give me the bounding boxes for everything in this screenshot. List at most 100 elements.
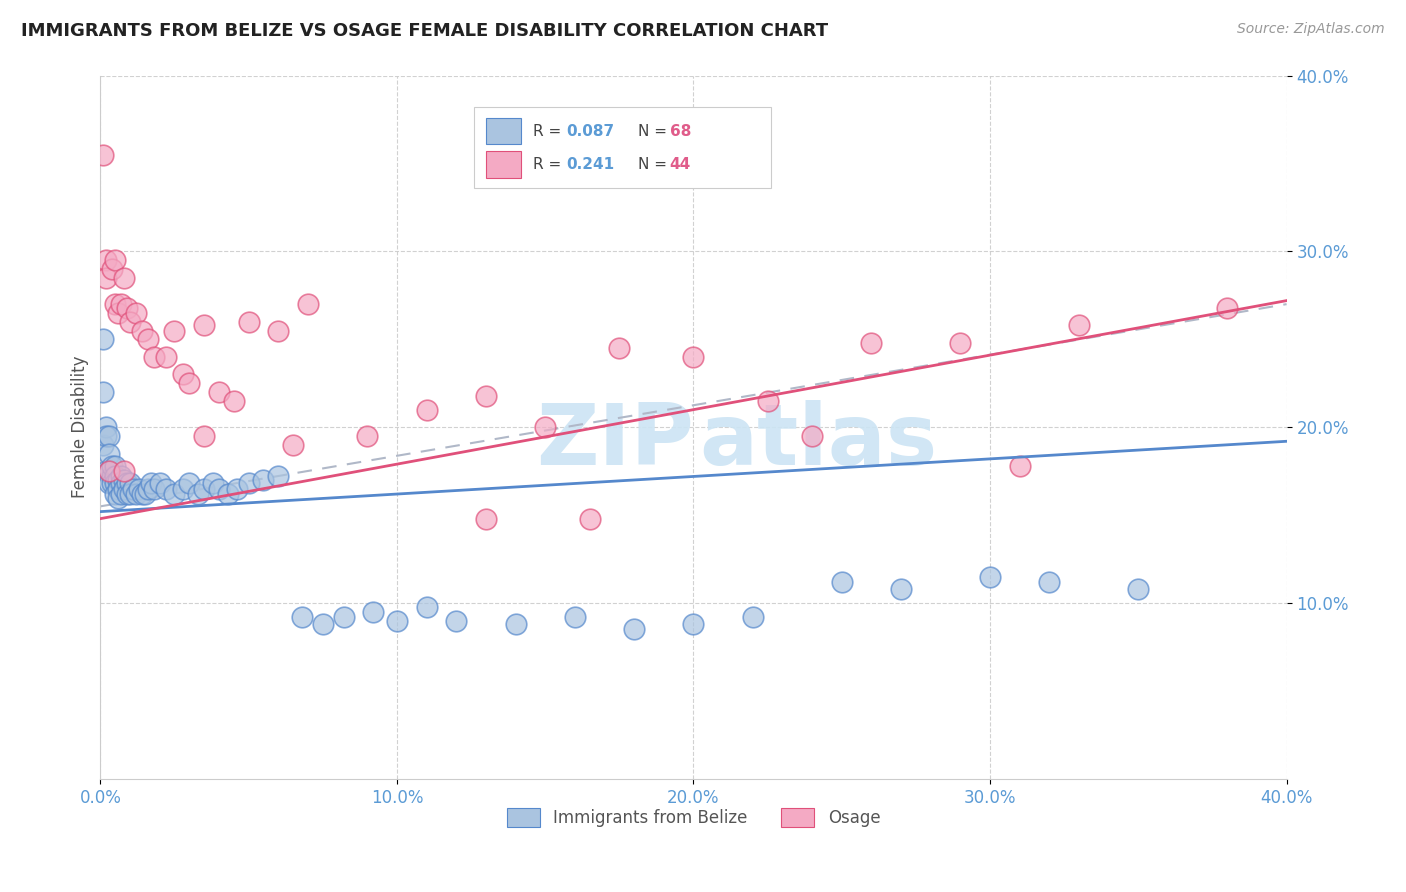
FancyBboxPatch shape [474,107,770,188]
Point [361,605,384,619]
Point [415,599,437,614]
Point [98,464,121,478]
Point [136,482,159,496]
Point [831,574,853,589]
Point [297,297,319,311]
Point [91,385,114,400]
FancyBboxPatch shape [486,152,522,178]
Point [149,476,172,491]
Point [163,324,186,338]
Point [949,335,972,350]
Point [131,324,153,338]
Point [110,487,132,501]
Point [1038,574,1060,589]
Point [578,511,600,525]
Point [112,473,135,487]
Y-axis label: Female Disability: Female Disability [72,356,89,499]
Point [112,270,135,285]
Point [217,487,239,501]
Point [179,476,201,491]
Point [91,147,114,161]
Point [98,447,121,461]
Point [193,429,215,443]
Point [142,350,165,364]
Text: ZIP: ZIP [536,400,693,483]
Point [267,324,290,338]
Point [756,393,779,408]
Point [332,610,354,624]
Point [281,438,304,452]
Text: N =: N = [638,157,672,172]
Point [444,614,467,628]
Point [110,297,132,311]
Legend: Immigrants from Belize, Osage: Immigrants from Belize, Osage [501,801,887,834]
Point [118,487,141,501]
Point [607,341,630,355]
Point [104,297,127,311]
Point [682,350,704,364]
Point [312,617,335,632]
Point [98,464,121,478]
Point [225,482,247,496]
Point [110,476,132,491]
Point [110,469,132,483]
Point [505,617,527,632]
Point [623,623,645,637]
Point [122,482,145,496]
Text: 0.241: 0.241 [567,157,614,172]
Point [172,368,194,382]
Point [139,476,162,491]
Point [96,429,118,443]
Point [91,332,114,346]
Point [202,476,225,491]
Point [125,306,148,320]
Point [238,315,260,329]
Point [115,476,138,491]
Point [801,429,824,443]
Point [104,469,127,483]
Point [142,482,165,496]
Point [107,473,129,487]
Point [890,582,912,596]
Point [96,464,118,478]
Point [291,610,314,624]
Point [131,487,153,501]
Text: Source: ZipAtlas.com: Source: ZipAtlas.com [1237,22,1385,37]
Point [1008,458,1031,473]
Point [415,402,437,417]
Point [115,301,138,315]
Point [96,420,118,434]
Point [107,491,129,505]
Point [208,385,231,400]
Point [172,482,194,496]
Point [155,350,177,364]
Point [118,476,141,491]
Point [107,306,129,320]
Point [267,469,290,483]
Point [252,473,274,487]
Point [134,487,156,501]
Point [187,487,209,501]
Point [98,476,121,491]
Point [104,253,127,268]
Point [238,476,260,491]
Point [107,482,129,496]
Point [860,335,883,350]
Text: 68: 68 [669,124,692,138]
Point [564,610,586,624]
Point [91,438,114,452]
Point [115,487,138,501]
Point [385,614,408,628]
Text: atlas: atlas [699,400,938,483]
Point [101,262,124,277]
Point [193,482,215,496]
Point [136,332,159,346]
Point [112,464,135,478]
Point [1067,318,1090,333]
Text: N =: N = [638,124,672,138]
Point [682,617,704,632]
Point [1216,301,1239,315]
Point [101,476,124,491]
Point [155,482,177,496]
Point [125,487,148,501]
